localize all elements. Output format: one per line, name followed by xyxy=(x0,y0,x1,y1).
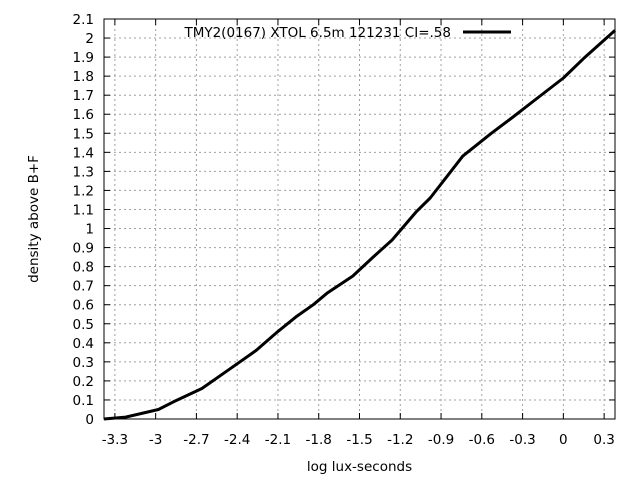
y-tick-label: 1.6 xyxy=(73,107,94,123)
y-tick-label: 0.7 xyxy=(73,279,94,295)
y-tick-label: 1.5 xyxy=(73,126,94,142)
y-tick-label: 0 xyxy=(85,412,94,428)
y-tick-labels: 0 0.1 0.2 0.3 0.4 0.5 0.6 0.7 0.8 0.9 1 1.1 1.2 1.3 1.… xyxy=(73,12,94,428)
y-axis-label: density above B+F xyxy=(26,155,42,283)
x-tick-label: -0.6 xyxy=(469,432,495,448)
y-tick-label: 1.8 xyxy=(73,69,94,85)
y-tick-label: 0.2 xyxy=(73,374,94,390)
legend-label: TMY2(0167) XTOL 6.5m 121231 CI=.58 xyxy=(183,25,451,41)
x-tick-label: -3 xyxy=(149,432,162,448)
x-tick-label: -2.1 xyxy=(265,432,291,448)
x-tick-labels: -3.3 -3 -2.7 -2.4 -2.1 -1.8 -1.5 -1.2 -0.9 -0.6 -0… xyxy=(102,432,615,448)
plot-frame xyxy=(103,18,616,420)
y-tick-label: 1.1 xyxy=(73,202,94,218)
x-axis-label: log lux-seconds xyxy=(307,459,412,475)
y-tick-label: 1.2 xyxy=(73,183,94,199)
y-tick-label: 1.9 xyxy=(73,50,94,66)
x-tick-label: 0 xyxy=(559,432,568,448)
grid-lines xyxy=(104,18,615,420)
x-tick-label: -3.3 xyxy=(102,432,128,448)
y-tick-label: 0.6 xyxy=(73,298,94,314)
y-tick-label: 1 xyxy=(85,222,94,238)
x-tick-label: -1.5 xyxy=(346,432,372,448)
y-tick-label: 0.4 xyxy=(73,336,94,352)
series-lines xyxy=(103,29,616,421)
y-tick-label: 0.1 xyxy=(73,393,94,409)
x-tick-label: -0.3 xyxy=(509,432,535,448)
x-tick-label: -1.2 xyxy=(387,432,413,448)
axis-ticks xyxy=(104,18,615,420)
y-tick-label: 1.4 xyxy=(73,145,94,161)
legend: TMY2(0167) XTOL 6.5m 121231 CI=.58 xyxy=(183,25,511,41)
x-tick-label: -2.4 xyxy=(224,432,250,448)
y-tick-label: 2 xyxy=(85,31,94,47)
y-tick-label: 1.3 xyxy=(73,164,94,180)
y-tick-label: 0.8 xyxy=(73,260,94,276)
y-tick-label: 0.9 xyxy=(73,241,94,257)
y-tick-label: 0.5 xyxy=(73,317,94,333)
x-tick-label: -0.9 xyxy=(428,432,454,448)
x-tick-label: 0.3 xyxy=(593,432,614,448)
y-tick-label: 1.7 xyxy=(73,88,94,104)
x-tick-label: -1.8 xyxy=(306,432,332,448)
y-tick-label: 0.3 xyxy=(73,355,94,371)
y-tick-label: 2.1 xyxy=(73,12,94,28)
x-tick-label: -2.7 xyxy=(183,432,209,448)
series-line xyxy=(103,29,616,421)
